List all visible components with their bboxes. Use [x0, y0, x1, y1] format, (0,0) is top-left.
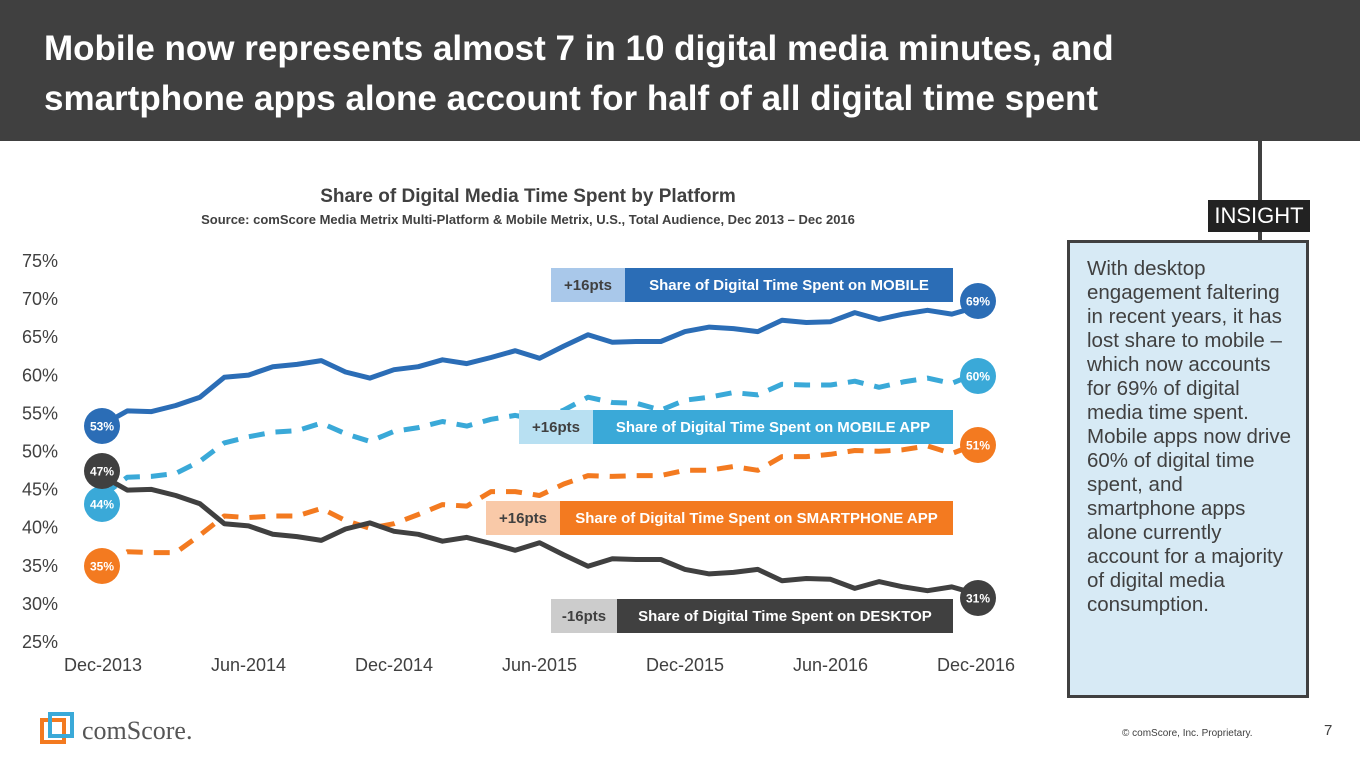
legend-change-box — [486, 501, 560, 535]
legend-change-label: +16pts — [532, 419, 580, 436]
value-dot — [960, 580, 996, 616]
legend-change-box — [551, 268, 625, 302]
legend-change-label: -16pts — [562, 608, 606, 625]
value-dot — [84, 408, 120, 444]
legend-name-box — [593, 410, 953, 444]
series-line-smartphone_app — [101, 442, 977, 568]
end-dot-desktop: 31% — [960, 580, 996, 616]
value-dot-label: 69% — [966, 295, 990, 309]
legend-mobile: +16pts Share of Digital Time Spent on MOB… — [551, 268, 953, 302]
legend-name-label: Share of Digital Time Spent on DESKTOP — [638, 608, 932, 625]
comscore-logo-text: comScore. — [82, 716, 192, 745]
y-tick-label: 60% — [22, 365, 58, 385]
y-tick-label: 75% — [22, 251, 58, 271]
y-tick-label: 65% — [22, 327, 58, 347]
page-number: 7 — [1324, 722, 1333, 739]
end-dot-mobile_app: 60% — [960, 358, 996, 394]
value-dot — [960, 358, 996, 394]
series-line-desktop — [100, 473, 979, 597]
value-dot-label: 35% — [90, 560, 114, 574]
legend-name-box — [625, 268, 953, 302]
value-dot-label: 51% — [966, 439, 990, 453]
chart-title: Share of Digital Media Time Spent by Pla… — [320, 186, 736, 207]
legend-smartphone_app: +16pts Share of Digital Time Spent on SMA… — [486, 501, 953, 535]
insight-connector-line — [1258, 140, 1262, 242]
comscore-logo: comScore. — [40, 712, 192, 745]
header-bar: Mobile now represents almost 7 in 10 dig… — [0, 0, 1360, 141]
value-dot-label: 44% — [90, 498, 114, 512]
insight-box: With desktop engagement faltering in rec… — [1067, 240, 1309, 698]
value-dot — [84, 453, 120, 489]
value-dot-label: 31% — [966, 592, 990, 606]
start-dot-desktop: 47% — [84, 453, 120, 489]
value-dot — [84, 548, 120, 584]
series-line-mobile — [100, 304, 979, 428]
value-dot — [960, 283, 996, 319]
y-tick-label: 30% — [22, 594, 58, 614]
value-dot — [84, 486, 120, 522]
insight-tag: INSIGHT — [1208, 200, 1310, 232]
x-tick-label: Jun-2016 — [793, 655, 868, 675]
y-tick-label: 45% — [22, 480, 58, 500]
legend-name-label: Share of Digital Time Spent on SMARTPHON… — [575, 510, 938, 527]
chart-source: Source: comScore Media Metrix Multi-Plat… — [201, 212, 855, 227]
legend-name-label: Share of Digital Time Spent on MOBILE AP… — [616, 419, 930, 436]
y-tick-label: 50% — [22, 442, 58, 462]
x-tick-label: Dec-2013 — [64, 655, 142, 675]
insight-text: With desktop engagement faltering in rec… — [1087, 257, 1291, 616]
legend-change-box — [519, 410, 593, 444]
legend-change-label: +16pts — [499, 510, 547, 527]
y-tick-label: 35% — [22, 556, 58, 576]
y-tick-label: 70% — [22, 289, 58, 309]
value-dot-label: 53% — [90, 420, 114, 434]
page-title: Mobile now represents almost 7 in 10 dig… — [44, 29, 1114, 118]
legend-mobile_app: +16pts Share of Digital Time Spent on MOB… — [519, 410, 953, 444]
end-dot-smartphone_app: 51% — [960, 427, 996, 463]
value-dot-label: 60% — [966, 370, 990, 384]
copyright-text: © comScore, Inc. Proprietary. — [1122, 728, 1253, 739]
legend-name-label: Share of Digital Time Spent on MOBILE — [649, 277, 929, 294]
x-tick-label: Jun-2015 — [502, 655, 577, 675]
value-dot — [960, 427, 996, 463]
y-tick-label: 55% — [22, 403, 58, 423]
y-tick-label: 40% — [22, 518, 58, 538]
start-dot-mobile_app: 44% — [84, 486, 120, 522]
legend-change-label: +16pts — [564, 277, 612, 294]
legend-name-box — [617, 599, 953, 633]
x-tick-label: Dec-2016 — [937, 655, 1015, 675]
start-dot-mobile: 53% — [84, 408, 120, 444]
start-dot-smartphone_app: 35% — [84, 548, 120, 584]
legend-change-box — [551, 599, 617, 633]
x-tick-label: Dec-2014 — [355, 655, 433, 675]
y-tick-label: 25% — [22, 632, 58, 652]
comscore-logo-icon — [40, 712, 74, 744]
x-tick-label: Dec-2015 — [646, 655, 724, 675]
x-tick-label: Jun-2014 — [211, 655, 286, 675]
legend-desktop: -16pts Share of Digital Time Spent on DES… — [551, 599, 953, 633]
line-chart: 75% 70% 65% 60% 55% 50% 45% 40% 35% 30% 25% Dec-201… — [22, 251, 1015, 675]
end-dot-mobile: 69% — [960, 283, 996, 319]
legend-name-box — [560, 501, 953, 535]
value-dot-label: 47% — [90, 465, 114, 479]
